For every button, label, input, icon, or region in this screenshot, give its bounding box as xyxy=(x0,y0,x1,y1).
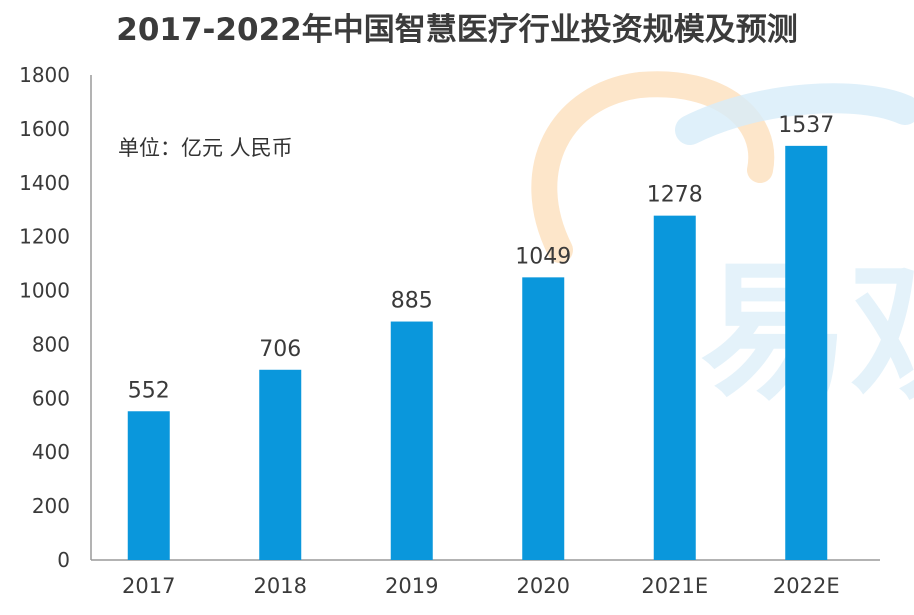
data-label-2017: 552 xyxy=(128,378,170,403)
y-tick-label: 1200 xyxy=(19,225,70,249)
y-tick-label: 400 xyxy=(32,440,70,464)
y-tick-label: 200 xyxy=(32,494,70,518)
y-tick-label: 1800 xyxy=(19,63,70,87)
data-label-2020: 1049 xyxy=(515,244,571,269)
unit-label: 单位：亿元 人民币 xyxy=(118,136,293,160)
chart-title: 2017-2022年中国智慧医疗行业投资规模及预测 xyxy=(116,12,797,48)
x-tick-label: 2021E xyxy=(641,574,708,598)
watermark: 易观 xyxy=(531,71,914,421)
watermark-logo-swoosh xyxy=(675,83,914,145)
x-tick-label: 2017 xyxy=(122,574,175,598)
bars xyxy=(127,145,828,560)
x-tick-label: 2020 xyxy=(517,574,570,598)
data-labels: 552 706 885 1049 1278 1537 xyxy=(128,113,835,403)
y-tick-label: 1600 xyxy=(19,117,70,141)
bar-2017 xyxy=(127,411,170,560)
y-tick-label: 800 xyxy=(32,332,70,356)
data-label-2019: 885 xyxy=(391,289,433,314)
data-label-2021E: 1278 xyxy=(647,183,703,208)
bar-2022E xyxy=(785,145,828,560)
y-tick-label: 1000 xyxy=(19,279,70,303)
x-axis-ticks: 2017 2018 2019 2020 2021E 2022E xyxy=(122,574,840,598)
data-label-2018: 706 xyxy=(259,337,301,362)
data-label-2022E: 1537 xyxy=(778,113,834,138)
y-tick-label: 0 xyxy=(57,548,70,572)
bar-2019 xyxy=(390,321,433,560)
x-tick-label: 2022E xyxy=(773,574,840,598)
y-axis-ticks: 0 200 400 600 800 1000 1200 1400 1600 1800 xyxy=(19,63,70,572)
bar-2020 xyxy=(522,277,565,560)
bar-2018 xyxy=(259,369,302,560)
x-tick-label: 2019 xyxy=(385,574,438,598)
y-tick-label: 1400 xyxy=(19,171,70,195)
x-tick-label: 2018 xyxy=(254,574,307,598)
watermark-logo-arc xyxy=(531,71,775,263)
y-tick-label: 600 xyxy=(32,386,70,410)
bar-2021E xyxy=(653,215,696,560)
